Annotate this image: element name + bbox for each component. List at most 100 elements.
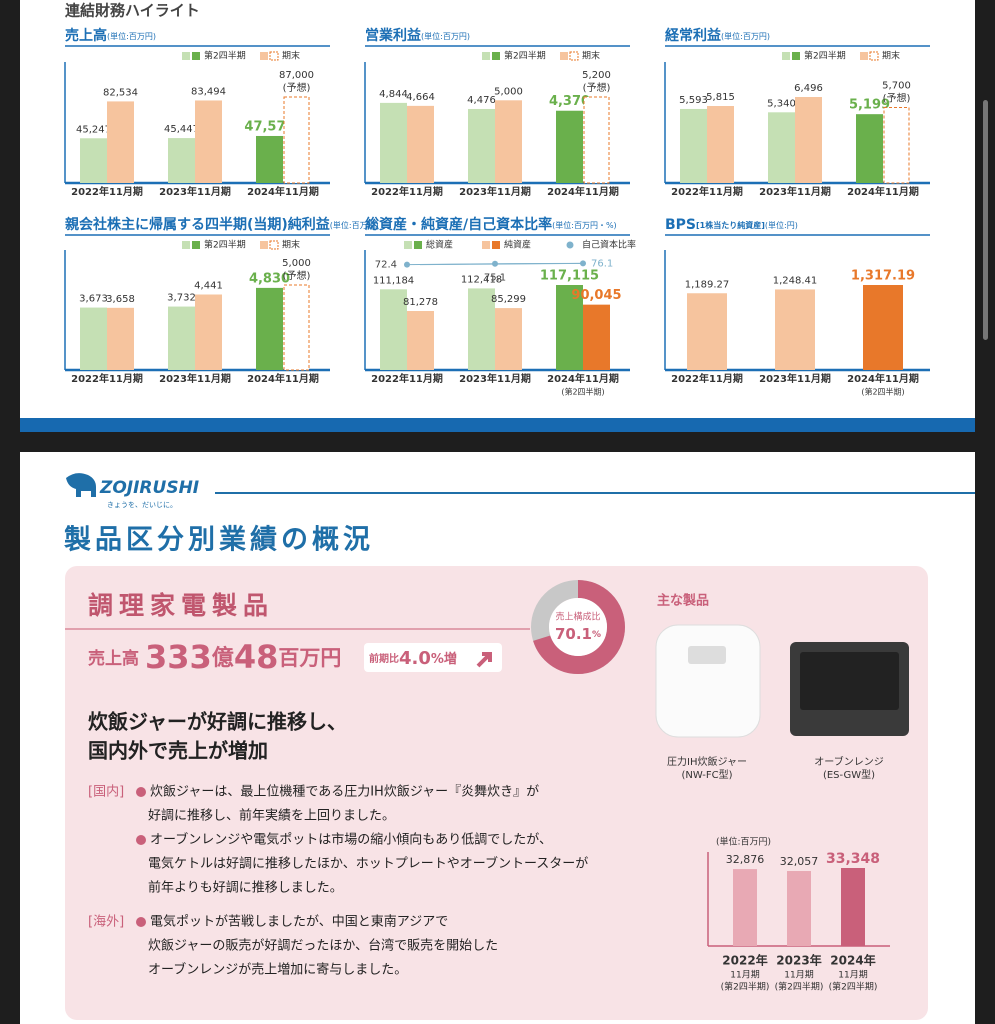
legend-swatch	[569, 51, 579, 61]
value-label: 5,700	[882, 81, 911, 92]
category-label: 2023年11月期	[759, 372, 831, 385]
region-tag: [国内]	[88, 784, 124, 800]
legend-swatch	[404, 241, 412, 249]
bar	[107, 101, 134, 183]
legend-label: 期末	[882, 50, 900, 62]
body-text: 前年よりも好調に推移しました。	[148, 880, 343, 896]
bar	[80, 138, 107, 183]
sales-value: 333	[145, 638, 212, 676]
value-label: 5,200	[582, 70, 611, 81]
brand: ZOJIRUSHI	[99, 478, 199, 498]
legend-swatch	[860, 52, 868, 60]
category-label: 2024年11月期	[247, 372, 319, 385]
category-sub: 11月期	[838, 970, 867, 981]
legend-label: 純資産	[504, 239, 531, 251]
logo: ZOJIRUSHI きょうを、だいじに。	[66, 473, 199, 509]
body-text: オーブンレンジが売上増加に寄与しました。	[148, 962, 407, 978]
value-label: 3,658	[106, 294, 135, 305]
bar	[856, 114, 883, 183]
chart-title-text: 経常利益	[665, 27, 721, 44]
legend-swatch	[782, 52, 790, 60]
legend-swatch	[869, 51, 879, 61]
products-title: 主な製品	[657, 593, 709, 609]
product-panel	[688, 646, 726, 664]
category-label: 2022年11月期	[371, 185, 443, 198]
legend-swatch	[182, 52, 190, 60]
bar	[468, 288, 495, 370]
value-label: 4,830	[249, 271, 290, 286]
ratio-point	[580, 260, 586, 267]
segment-title: 調理家電製品	[88, 591, 274, 620]
legend-label: 第2四半期	[204, 50, 246, 62]
chart-title-text: 売上高	[65, 27, 107, 44]
legend-label: 第2四半期	[804, 50, 846, 62]
bar	[733, 869, 757, 946]
body-text: 好調に推移し、前年実績を上回りました。	[148, 808, 395, 824]
chart-unit: (単位:百万円)	[716, 836, 771, 848]
headline: 炊飯ジャーが好調に推移し、	[88, 710, 347, 734]
value-label: 32,057	[780, 855, 819, 868]
chart-subtitle: [1株当たり純資産]	[696, 220, 765, 230]
scrollbar[interactable]	[983, 100, 988, 340]
value-label: 45,247	[76, 124, 111, 135]
bar	[883, 107, 910, 184]
value-label: 4,441	[194, 281, 223, 292]
value-label: 90,045	[571, 288, 621, 303]
region-tag: [海外]	[88, 915, 124, 930]
forecast-label: (予想)	[883, 92, 911, 105]
donut-center	[549, 598, 607, 656]
category-label: 2024年11月期	[247, 185, 319, 198]
bar	[583, 96, 610, 184]
share-unit: %	[592, 630, 601, 640]
value-label: 81,278	[403, 297, 438, 308]
bar	[841, 868, 865, 946]
legend-label: 自己資本比率	[582, 239, 636, 251]
bar	[283, 96, 310, 184]
legend-swatch	[192, 241, 200, 249]
share-number: 70.1	[555, 625, 592, 643]
category-label: 2024年11月期	[847, 185, 919, 198]
value-label: 5,199	[849, 98, 890, 113]
legend-label: 期末	[282, 239, 300, 251]
tagline: きょうを、だいじに。	[107, 501, 177, 509]
category-label: 2023年11月期	[159, 372, 231, 385]
value-label: 3,673	[79, 294, 108, 305]
legend-swatch	[182, 241, 190, 249]
product-shape	[655, 624, 761, 738]
sales-value: 48	[234, 638, 279, 676]
value-label: 4,844	[379, 89, 408, 100]
category-label: 2022年11月期	[371, 372, 443, 385]
yoy-box	[364, 643, 502, 672]
category-label: 2023年	[776, 953, 821, 968]
legend-swatch	[260, 241, 268, 249]
bar	[556, 285, 583, 370]
share-label: 売上構成比	[555, 611, 600, 623]
category-label: 2023年11月期	[459, 185, 531, 198]
forecast-label: (予想)	[283, 269, 311, 282]
value-label: 6,496	[794, 83, 823, 94]
value-label: 5,340	[767, 98, 796, 109]
value-label: 47,572	[244, 119, 294, 134]
chart-title: 売上高(単位:百万円)	[65, 27, 156, 44]
category-note: (第2四半期)	[775, 981, 824, 993]
category-label: 2022年11月期	[671, 372, 743, 385]
legend-swatch	[566, 241, 574, 249]
chart-unit: (単位:百万円・%)	[552, 220, 617, 230]
bar	[168, 306, 195, 370]
value-label: 5,000	[494, 86, 523, 97]
up-arrow	[476, 652, 492, 668]
value-label: 4,476	[467, 95, 496, 106]
share-value: 70.1%	[555, 625, 601, 643]
page-title: 連結財務ハイライト	[65, 2, 200, 20]
value-label: 4,664	[406, 92, 435, 103]
chart-title: 営業利益(単位:百万円)	[365, 27, 470, 44]
category-label: 2024年11月期	[847, 372, 919, 385]
chart-title: 総資産・純資産/自己資本比率(単位:百万円・%)	[365, 216, 617, 233]
value-label: 1,189.27	[685, 279, 730, 290]
bullet	[136, 835, 146, 845]
category-note: (第2四半期)	[829, 981, 878, 993]
yoy-unit: %増	[431, 651, 457, 667]
bar	[556, 110, 583, 183]
